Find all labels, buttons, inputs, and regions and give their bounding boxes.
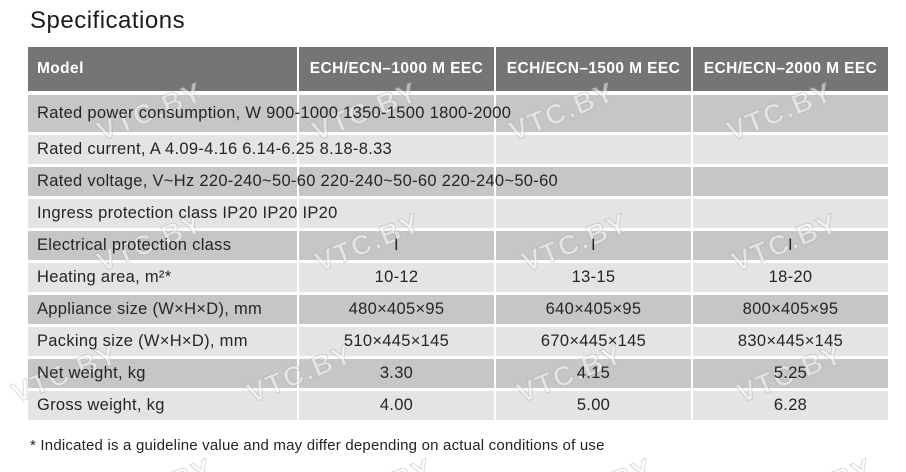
row-label-cell: Ingress protection class IP20 IP20 IP20 xyxy=(28,198,337,228)
row-value: 5.25 xyxy=(773,363,808,382)
row-value: 3.30 xyxy=(379,363,414,382)
row-value-cell xyxy=(693,198,888,228)
page-title: Specifications xyxy=(30,7,186,34)
row-label-cell: Packing size (W×H×D), mm xyxy=(28,326,297,356)
row-value: 510×445×145 xyxy=(343,331,450,350)
row-value-cell: 4.15 xyxy=(496,358,691,388)
row-value-cell: 640×405×95 xyxy=(496,294,691,324)
row-value-cell: I xyxy=(496,230,691,260)
row-label-cell: Gross weight, kg xyxy=(28,390,297,420)
row-value-cell: 18-20 xyxy=(693,262,888,292)
row-value-cell: 4.00 xyxy=(299,390,494,420)
footnote: * Indicated is a guideline value and may… xyxy=(30,436,605,454)
row-label: Appliance size (W×H×D), mm xyxy=(37,299,263,318)
row-label: Electrical protection class xyxy=(37,235,232,254)
row-label: Packing size (W×H×D), mm xyxy=(37,331,248,350)
table-row: Electrical protection class I I I xyxy=(28,230,888,260)
row-value-cell: 6.28 xyxy=(693,390,888,420)
row-value-cell: 3.30 xyxy=(299,358,494,388)
row-value-cell xyxy=(693,134,888,164)
row-label-cell: Appliance size (W×H×D), mm xyxy=(28,294,297,324)
row-value: 10-12 xyxy=(374,267,419,286)
row-value: 670×445×145 xyxy=(540,331,647,350)
row-value: I xyxy=(394,235,399,254)
row-label: Ingress protection class IP20 IP20 IP20 xyxy=(37,203,338,222)
table-row: Packing size (W×H×D), mm 510×445×145 670×4… xyxy=(28,326,888,356)
table-row: Gross weight, kg 4.00 5.00 6.28 xyxy=(28,390,888,420)
row-value: I xyxy=(591,235,596,254)
table-row: Rated power consumption, W 900-1000 1350… xyxy=(28,94,888,132)
header-cell-model-1000: ECH/ECN–1000 M EEC xyxy=(299,46,494,91)
table-row: Heating area, m²* 10-12 13-15 18-20 xyxy=(28,262,888,292)
row-label: Rated power consumption, W 900-1000 1350… xyxy=(37,103,512,122)
row-label: Gross weight, kg xyxy=(37,395,165,414)
vtc-by-watermark: VTC.BY xyxy=(762,452,878,472)
vtc-by-watermark: VTC.BY xyxy=(102,452,218,472)
row-value: 4.15 xyxy=(576,363,611,382)
table-row: Rated voltage, V~Hz 220-240~50-60 220-24… xyxy=(28,166,888,196)
row-value-cell: 830×445×145 xyxy=(693,326,888,356)
row-value-cell xyxy=(299,134,494,164)
row-value: I xyxy=(788,235,793,254)
row-label: Rated voltage, V~Hz 220-240~50-60 220-24… xyxy=(37,171,559,190)
row-value-cell xyxy=(299,198,494,228)
vtc-by-watermark: VTC.BY xyxy=(322,452,438,472)
row-label: Net weight, kg xyxy=(37,363,146,382)
row-value-cell: 670×445×145 xyxy=(496,326,691,356)
row-value-cell xyxy=(496,134,691,164)
row-value-cell: 5.00 xyxy=(496,390,691,420)
row-label: Heating area, m²* xyxy=(37,267,172,286)
row-value: 18-20 xyxy=(768,267,813,286)
vtc-by-watermark: VTC.BY xyxy=(542,452,658,472)
row-label-cell: Net weight, kg xyxy=(28,358,297,388)
row-label-cell: Rated voltage, V~Hz 220-240~50-60 220-24… xyxy=(28,166,558,196)
row-value-cell xyxy=(496,166,691,196)
row-value-cell: 10-12 xyxy=(299,262,494,292)
row-value: 800×405×95 xyxy=(742,299,839,318)
row-value-cell: I xyxy=(299,230,494,260)
row-label: Rated current, A 4.09-4.16 6.14-6.25 8.1… xyxy=(37,139,393,158)
table-row: Net weight, kg 3.30 4.15 5.25 xyxy=(28,358,888,388)
header-column-label: ECH/ECN–1500 M EEC xyxy=(506,59,681,77)
row-value: 13-15 xyxy=(571,267,616,286)
row-value: 4.00 xyxy=(379,395,414,414)
table-header-row: Model ECH/ECN–1000 M EEC ECH/ECN–1500 M … xyxy=(28,46,888,91)
row-value-cell: 480×405×95 xyxy=(299,294,494,324)
header-cell-model-1500: ECH/ECN–1500 M EEC xyxy=(496,46,691,91)
row-value-cell xyxy=(693,94,888,132)
table-row: Appliance size (W×H×D), mm 480×405×95 640×… xyxy=(28,294,888,324)
row-value-cell: I xyxy=(693,230,888,260)
row-label-cell: Rated power consumption, W 900-1000 1350… xyxy=(28,94,511,132)
row-value-cell: 800×405×95 xyxy=(693,294,888,324)
row-value: 480×405×95 xyxy=(348,299,445,318)
row-value-cell xyxy=(496,198,691,228)
row-value-cell xyxy=(299,166,494,196)
row-value-cell xyxy=(693,166,888,196)
header-column-label: ECH/ECN–1000 M EEC xyxy=(309,59,484,77)
specifications-table: Model ECH/ECN–1000 M EEC ECH/ECN–1500 M … xyxy=(28,46,888,420)
row-label-cell: Electrical protection class xyxy=(28,230,297,260)
header-column-label: ECH/ECN–2000 M EEC xyxy=(703,59,878,77)
table-row: Ingress protection class IP20 IP20 IP20 xyxy=(28,198,888,228)
row-value-cell: 5.25 xyxy=(693,358,888,388)
row-value: 5.00 xyxy=(576,395,611,414)
row-value-cell xyxy=(299,94,494,132)
row-value-cell xyxy=(496,94,691,132)
row-label-cell: Heating area, m²* xyxy=(28,262,297,292)
table-row: Rated current, A 4.09-4.16 6.14-6.25 8.1… xyxy=(28,134,888,164)
table-body: Rated power consumption, W 900-1000 1350… xyxy=(28,94,888,420)
row-value: 640×405×95 xyxy=(545,299,642,318)
row-value-cell: 13-15 xyxy=(496,262,691,292)
header-model-label: Model xyxy=(37,59,84,77)
row-label-cell: Rated current, A 4.09-4.16 6.14-6.25 8.1… xyxy=(28,134,392,164)
row-value: 830×445×145 xyxy=(737,331,844,350)
header-cell-model-2000: ECH/ECN–2000 M EEC xyxy=(693,46,888,91)
header-cell-model: Model xyxy=(28,46,297,91)
row-value: 6.28 xyxy=(773,395,808,414)
row-value-cell: 510×445×145 xyxy=(299,326,494,356)
